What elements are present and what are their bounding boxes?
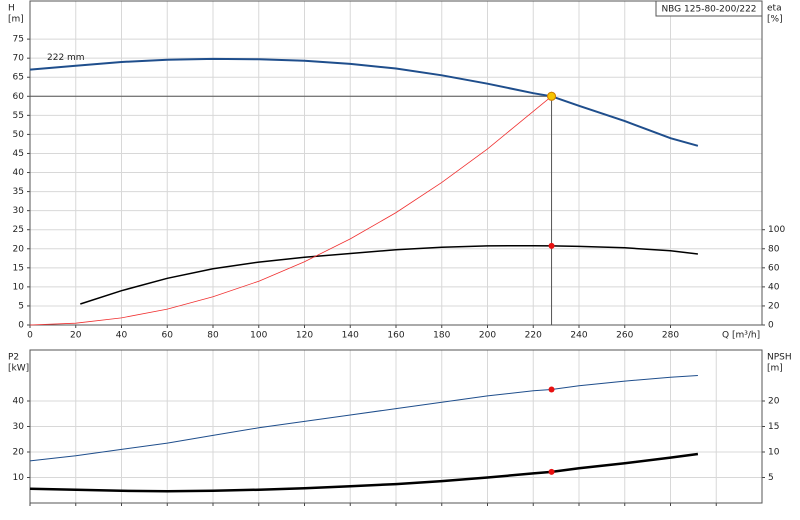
x-tick-label: 180 [433, 331, 450, 341]
y-tick-label: 40 [13, 397, 25, 407]
curve [80, 244, 698, 305]
y2-tick-label: 80 [768, 244, 780, 254]
y-tick-label: 30 [13, 206, 25, 216]
y2-axis-label: NPSH [767, 353, 792, 363]
y-tick-label: 5 [18, 301, 24, 311]
x-tick-label: 160 [387, 331, 404, 341]
duty-point [547, 91, 557, 101]
x-tick-label: 140 [342, 331, 359, 341]
y-tick-label: 10 [13, 473, 25, 483]
plot-frame [29, 0, 763, 326]
operating-point [548, 386, 555, 393]
y-tick-label: 50 [13, 130, 25, 140]
curve [29, 95, 552, 326]
y-tick-label: 25 [13, 225, 24, 235]
y2-tick-label: 40 [768, 282, 780, 292]
x-tick-label: 280 [662, 331, 679, 341]
operating-point [548, 468, 555, 475]
curve [29, 452, 699, 493]
y-tick-label: 20 [13, 244, 25, 254]
y-axis-label: [m] [8, 15, 24, 25]
curve [29, 57, 699, 147]
y-tick-label: 0 [18, 321, 24, 331]
y-tick-label: 10 [13, 282, 25, 292]
y2-axis-label: [m] [767, 364, 783, 374]
x-tick-label: 120 [296, 331, 313, 341]
y-tick-label: 35 [13, 187, 24, 197]
y2-axis-label: eta [767, 4, 782, 14]
y-axis-label: [kW] [8, 364, 29, 374]
title-box [655, 0, 763, 17]
y-tick-label: 65 [13, 73, 24, 83]
y2-tick-label: 0 [768, 321, 774, 331]
x-tick-label: 60 [162, 331, 174, 341]
y-tick-label: 55 [13, 111, 24, 121]
x-axis-label: Q [m³/h] [722, 331, 760, 341]
y2-tick-label: 20 [768, 397, 780, 407]
y-axis-label: H [8, 4, 15, 14]
y-tick-label: 45 [13, 149, 24, 159]
x-tick-label: 100 [250, 331, 267, 341]
y-tick-label: 20 [13, 448, 25, 458]
x-tick-label: 80 [207, 331, 219, 341]
x-tick-label: 200 [479, 331, 496, 341]
curve [29, 375, 698, 462]
curve-label: 222 mm [47, 53, 85, 63]
y-tick-label: 70 [13, 54, 25, 64]
x-tick-label: 0 [27, 331, 33, 341]
y2-tick-label: 60 [768, 263, 780, 273]
y2-tick-label: 100 [768, 225, 785, 235]
y-tick-label: 75 [13, 35, 24, 45]
plot-frame [29, 349, 763, 504]
y-tick-label: 15 [13, 263, 24, 273]
y-tick-label: 30 [13, 422, 25, 432]
y2-tick-label: 20 [768, 301, 780, 311]
operating-point [548, 242, 555, 249]
chart-title: NBG 125-80-200/222 [661, 5, 756, 15]
y2-tick-label: 15 [768, 422, 779, 432]
y-axis-label: P2 [8, 353, 19, 363]
y2-axis-label: [%] [767, 15, 783, 25]
x-tick-label: 20 [70, 331, 82, 341]
y-tick-label: 40 [13, 168, 25, 178]
x-tick-label: 220 [525, 331, 542, 341]
x-tick-label: 40 [116, 331, 128, 341]
y2-tick-label: 10 [768, 448, 780, 458]
y2-tick-label: 5 [768, 473, 774, 483]
x-tick-label: 260 [616, 331, 633, 341]
x-tick-label: 240 [570, 331, 587, 341]
y-tick-label: 60 [13, 92, 25, 102]
